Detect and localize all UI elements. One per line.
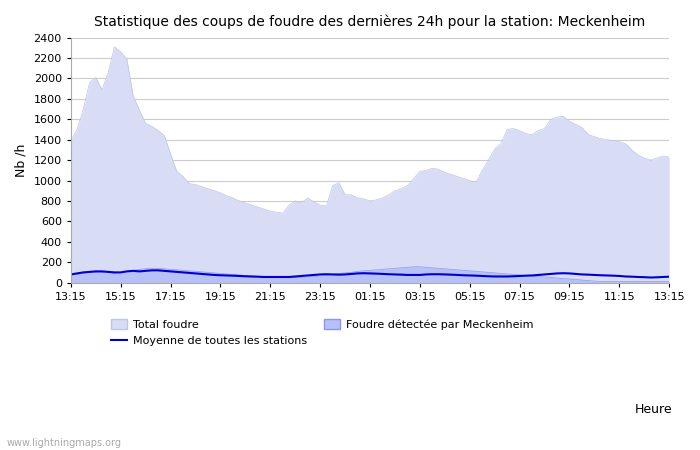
Y-axis label: Nb /h: Nb /h — [15, 144, 28, 177]
Title: Statistique des coups de foudre des dernières 24h pour la station: Meckenheim: Statistique des coups de foudre des dern… — [94, 15, 645, 30]
Text: Heure: Heure — [634, 403, 672, 416]
Text: www.lightningmaps.org: www.lightningmaps.org — [7, 438, 122, 448]
Legend: Total foudre, Moyenne de toutes les stations, Foudre détectée par Meckenheim: Total foudre, Moyenne de toutes les stat… — [106, 315, 538, 351]
